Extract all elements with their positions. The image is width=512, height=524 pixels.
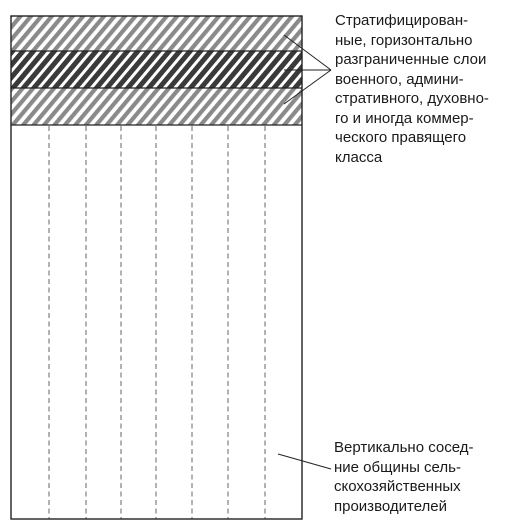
leader-line-upper — [283, 34, 332, 71]
caption-line: класса — [335, 148, 383, 166]
caption-line: разграниченные слои — [335, 51, 487, 68]
caption-line: Стратифицирован- — [335, 12, 469, 29]
communities-leader-line — [277, 453, 332, 470]
ruling-stratum-middle — [11, 51, 302, 88]
ruling-stratum-upper — [11, 16, 302, 51]
society-frame — [10, 15, 303, 520]
caption-line: скохозяйственных — [334, 478, 461, 495]
caption-line: стративного, духовно- — [335, 90, 489, 107]
caption-line: ные, горизонтально — [335, 31, 473, 49]
ruling-stratum-lower — [11, 88, 302, 125]
caption-line: ние общины сель- — [334, 458, 461, 476]
caption-line: ческого правящего — [335, 129, 467, 146]
community-dividers — [48, 126, 266, 519]
caption-line: Вертикально сосед- — [334, 439, 474, 456]
caption-line: военного, админи- — [335, 70, 464, 88]
strata-leader-lines — [283, 34, 332, 105]
ruling-classes-caption: Стратифицирован- ные, горизонтально разг… — [335, 11, 489, 167]
caption-line: производителей — [334, 497, 448, 515]
caption-line: го и иногда коммер- — [335, 109, 474, 127]
communities-caption: Вертикально сосед- ние общины сель- скох… — [334, 438, 473, 516]
leader-line-lower — [283, 69, 332, 105]
